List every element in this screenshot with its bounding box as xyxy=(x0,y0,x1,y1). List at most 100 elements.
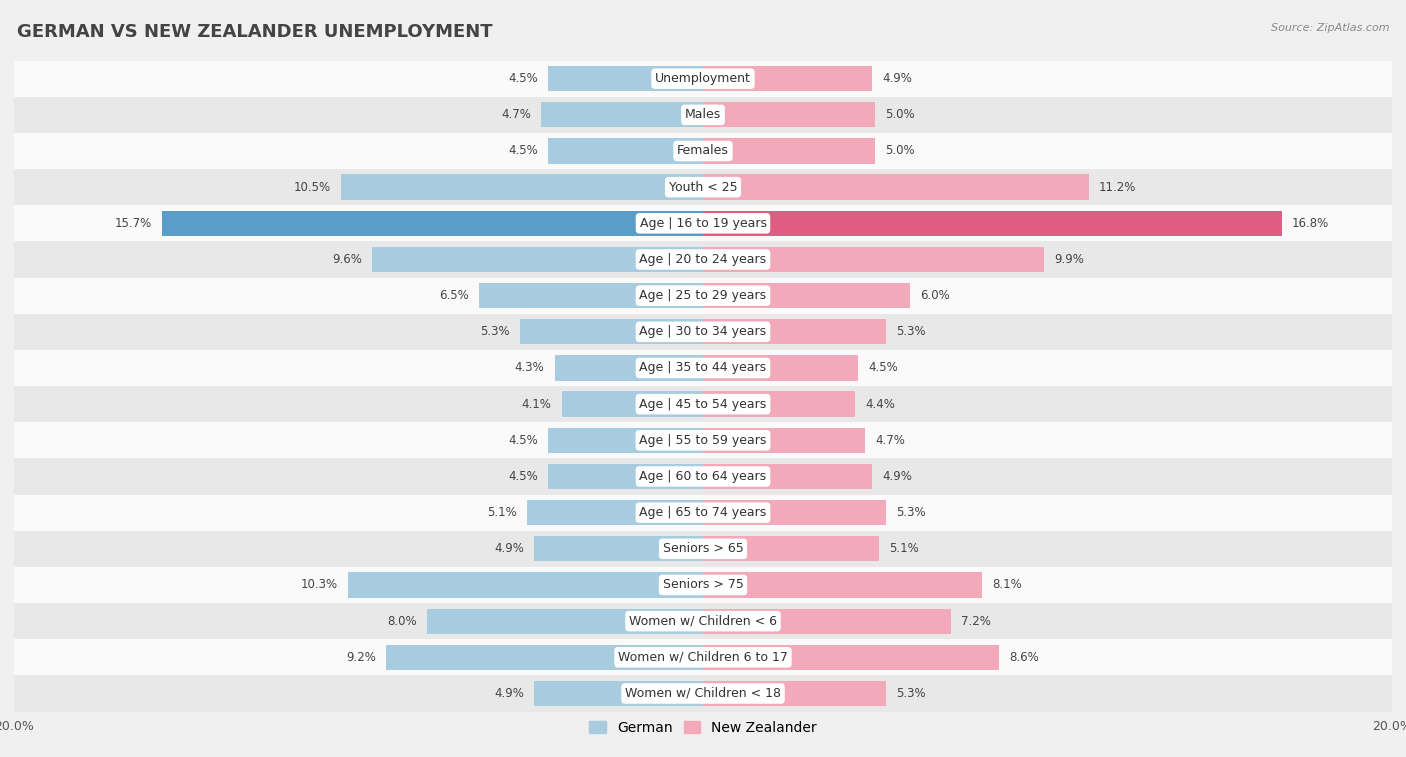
Text: Age | 45 to 54 years: Age | 45 to 54 years xyxy=(640,397,766,410)
Text: Age | 60 to 64 years: Age | 60 to 64 years xyxy=(640,470,766,483)
Text: 5.3%: 5.3% xyxy=(896,506,925,519)
Text: 4.9%: 4.9% xyxy=(882,470,912,483)
Text: 8.6%: 8.6% xyxy=(1010,651,1039,664)
Bar xyxy=(427,609,703,634)
Bar xyxy=(703,247,1045,273)
Text: 9.2%: 9.2% xyxy=(346,651,375,664)
Bar xyxy=(342,175,703,200)
Text: Females: Females xyxy=(678,145,728,157)
Bar xyxy=(14,133,1392,169)
Text: 11.2%: 11.2% xyxy=(1099,181,1136,194)
Bar xyxy=(703,283,910,308)
Bar xyxy=(703,428,865,453)
Bar xyxy=(548,66,703,92)
Bar xyxy=(14,205,1392,241)
Bar xyxy=(703,355,858,381)
Bar xyxy=(703,681,886,706)
Bar xyxy=(703,500,886,525)
Text: 9.9%: 9.9% xyxy=(1054,253,1084,266)
Bar xyxy=(14,675,1392,712)
Bar xyxy=(703,66,872,92)
Bar xyxy=(14,169,1392,205)
Text: Age | 65 to 74 years: Age | 65 to 74 years xyxy=(640,506,766,519)
Bar xyxy=(703,609,950,634)
Bar xyxy=(703,645,1000,670)
Text: 4.9%: 4.9% xyxy=(882,72,912,85)
Bar xyxy=(548,464,703,489)
Text: Seniors > 75: Seniors > 75 xyxy=(662,578,744,591)
Bar xyxy=(479,283,703,308)
Text: Source: ZipAtlas.com: Source: ZipAtlas.com xyxy=(1271,23,1389,33)
Bar xyxy=(534,536,703,562)
Text: Youth < 25: Youth < 25 xyxy=(669,181,737,194)
Text: 4.5%: 4.5% xyxy=(869,362,898,375)
Bar xyxy=(14,278,1392,313)
Text: 5.1%: 5.1% xyxy=(488,506,517,519)
Text: Age | 16 to 19 years: Age | 16 to 19 years xyxy=(640,217,766,230)
Text: 4.5%: 4.5% xyxy=(508,434,537,447)
Text: 6.0%: 6.0% xyxy=(920,289,950,302)
Text: 4.3%: 4.3% xyxy=(515,362,544,375)
Bar xyxy=(703,102,875,127)
Bar xyxy=(14,350,1392,386)
Bar xyxy=(703,139,875,164)
Text: GERMAN VS NEW ZEALANDER UNEMPLOYMENT: GERMAN VS NEW ZEALANDER UNEMPLOYMENT xyxy=(17,23,492,41)
Bar xyxy=(14,531,1392,567)
Bar xyxy=(14,494,1392,531)
Bar xyxy=(14,61,1392,97)
Text: 10.3%: 10.3% xyxy=(301,578,337,591)
Bar xyxy=(349,572,703,598)
Bar xyxy=(703,319,886,344)
Text: 9.6%: 9.6% xyxy=(332,253,361,266)
Bar xyxy=(162,210,703,236)
Text: Age | 35 to 44 years: Age | 35 to 44 years xyxy=(640,362,766,375)
Bar xyxy=(14,603,1392,639)
Text: Age | 55 to 59 years: Age | 55 to 59 years xyxy=(640,434,766,447)
Text: Women w/ Children < 6: Women w/ Children < 6 xyxy=(628,615,778,628)
Text: 4.9%: 4.9% xyxy=(494,542,524,556)
Text: 5.1%: 5.1% xyxy=(889,542,918,556)
Text: 6.5%: 6.5% xyxy=(439,289,468,302)
Bar xyxy=(703,210,1282,236)
Text: 5.3%: 5.3% xyxy=(896,687,925,700)
Text: Age | 25 to 29 years: Age | 25 to 29 years xyxy=(640,289,766,302)
Text: 5.3%: 5.3% xyxy=(481,326,510,338)
Text: 8.1%: 8.1% xyxy=(993,578,1022,591)
Bar xyxy=(555,355,703,381)
Text: 4.4%: 4.4% xyxy=(865,397,894,410)
Text: 10.5%: 10.5% xyxy=(294,181,330,194)
Text: Males: Males xyxy=(685,108,721,121)
Bar xyxy=(703,572,981,598)
Text: Age | 30 to 34 years: Age | 30 to 34 years xyxy=(640,326,766,338)
Text: Women w/ Children < 18: Women w/ Children < 18 xyxy=(626,687,780,700)
Bar xyxy=(14,97,1392,133)
Bar xyxy=(14,422,1392,459)
Bar xyxy=(527,500,703,525)
Text: Unemployment: Unemployment xyxy=(655,72,751,85)
Text: 15.7%: 15.7% xyxy=(115,217,152,230)
Bar xyxy=(14,313,1392,350)
Text: Age | 20 to 24 years: Age | 20 to 24 years xyxy=(640,253,766,266)
Text: 4.7%: 4.7% xyxy=(501,108,531,121)
Text: 7.2%: 7.2% xyxy=(962,615,991,628)
Bar xyxy=(562,391,703,417)
Text: 4.9%: 4.9% xyxy=(494,687,524,700)
Text: 5.3%: 5.3% xyxy=(896,326,925,338)
Text: 4.7%: 4.7% xyxy=(875,434,905,447)
Text: 16.8%: 16.8% xyxy=(1292,217,1329,230)
Text: 5.0%: 5.0% xyxy=(886,145,915,157)
Bar xyxy=(14,459,1392,494)
Text: 4.5%: 4.5% xyxy=(508,145,537,157)
Text: Seniors > 65: Seniors > 65 xyxy=(662,542,744,556)
Bar xyxy=(14,567,1392,603)
Bar xyxy=(14,639,1392,675)
Bar xyxy=(14,241,1392,278)
Bar xyxy=(548,139,703,164)
Text: 4.5%: 4.5% xyxy=(508,470,537,483)
Bar xyxy=(14,386,1392,422)
Bar xyxy=(703,391,855,417)
Bar xyxy=(387,645,703,670)
Bar xyxy=(703,536,879,562)
Text: 8.0%: 8.0% xyxy=(388,615,418,628)
Bar xyxy=(548,428,703,453)
